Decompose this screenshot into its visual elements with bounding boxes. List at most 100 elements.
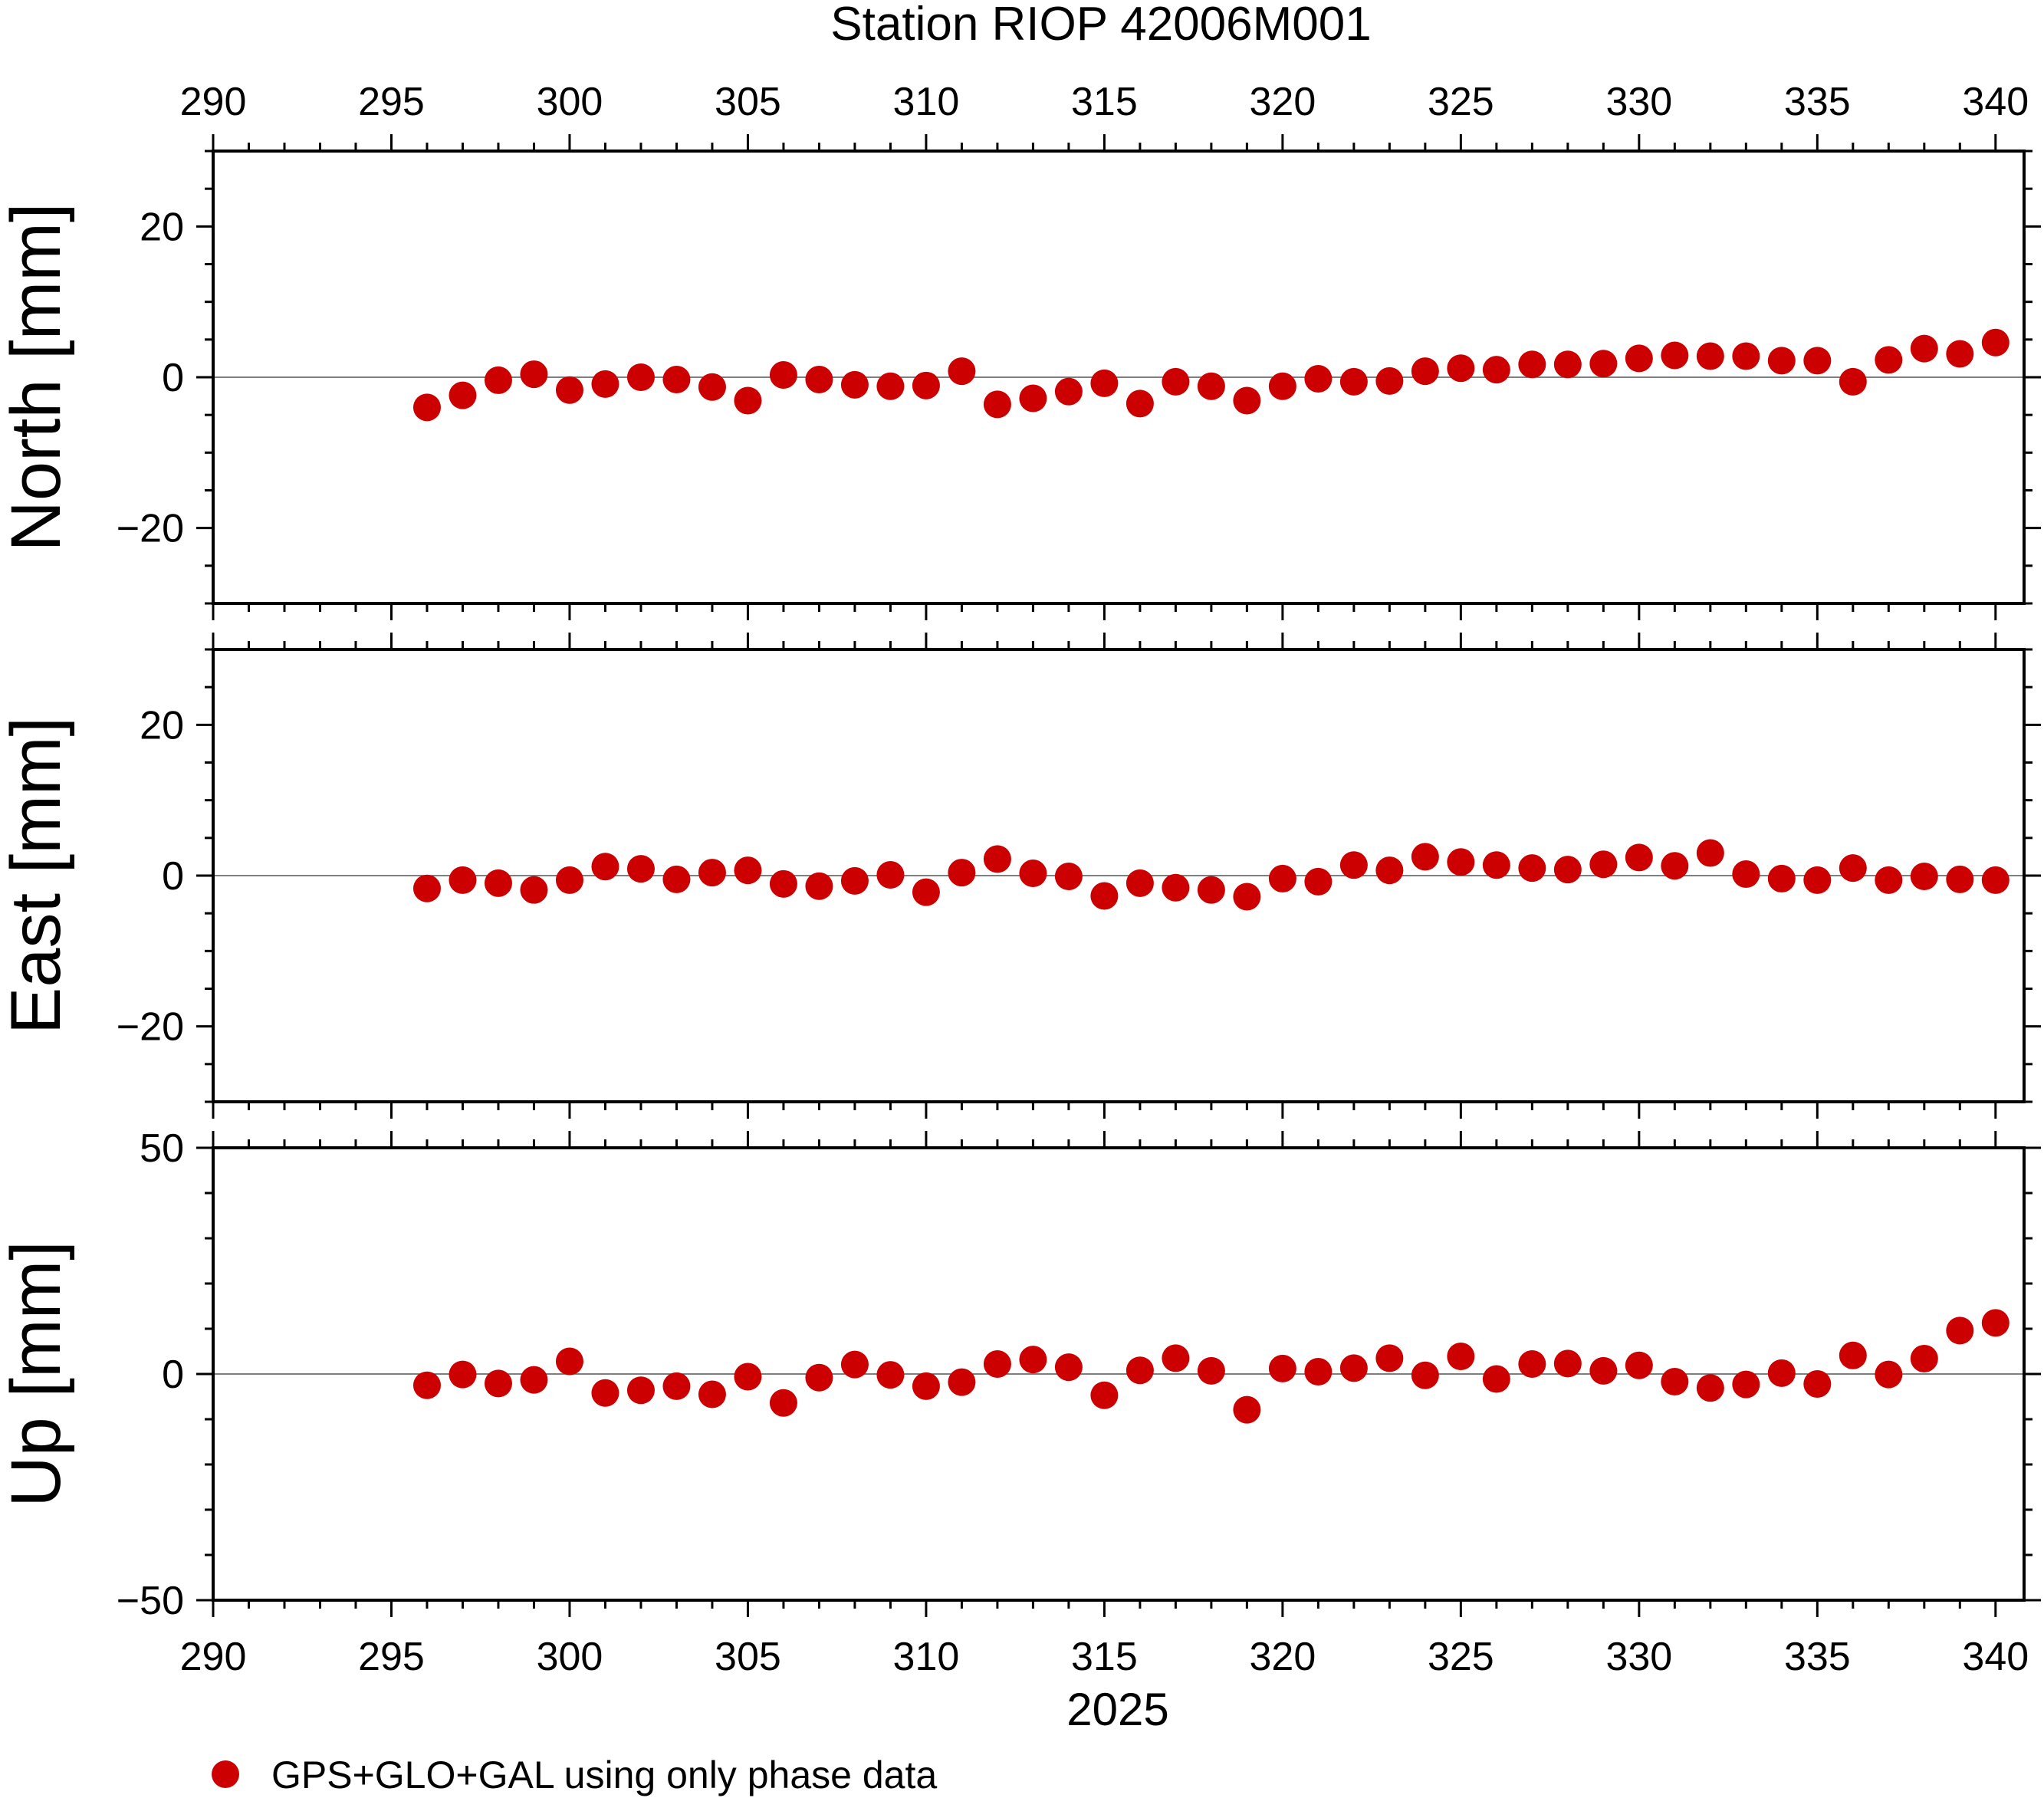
data-point (1946, 865, 1974, 893)
data-point (912, 878, 940, 906)
data-point (1732, 342, 1760, 370)
data-point (449, 866, 477, 894)
top-x-tick-label: 305 (715, 80, 781, 124)
data-point (484, 869, 512, 897)
data-point (1090, 1381, 1119, 1409)
data-point (412, 393, 441, 422)
data-point (1304, 1358, 1333, 1386)
data-point (1696, 1374, 1724, 1402)
data-point (1447, 1342, 1475, 1370)
data-point (484, 1369, 512, 1398)
data-point (734, 386, 762, 415)
top-x-tick-label: 335 (1784, 80, 1851, 124)
data-point (876, 372, 905, 400)
data-point (1126, 869, 1154, 897)
data-point (1875, 866, 1903, 894)
data-point (1019, 860, 1047, 888)
bottom-x-tick-label: 305 (715, 1635, 781, 1679)
data-point (983, 390, 1011, 419)
data-point (1839, 1341, 1867, 1369)
bottom-x-tick-label: 335 (1784, 1635, 1851, 1679)
data-point (840, 370, 869, 399)
data-point (840, 866, 869, 895)
data-point (555, 866, 583, 894)
data-point (1589, 350, 1618, 378)
data-point (1767, 864, 1796, 892)
legend: GPS+GLO+GAL using only phase data (212, 1754, 937, 1796)
data-point (1162, 1344, 1190, 1372)
top-x-tick-label: 340 (1962, 80, 2029, 124)
data-point (1661, 341, 1689, 370)
data-point (1411, 357, 1439, 386)
panels: 290 295 300 305 310 315 320 325 330 335 340 −20 0 20 N… (0, 80, 2041, 1679)
top-x-tick-label: 300 (537, 80, 603, 124)
data-point (805, 365, 833, 393)
data-point (449, 381, 477, 409)
y-tick-label: 0 (162, 1353, 184, 1397)
data-point (1126, 390, 1154, 418)
data-point (805, 1363, 833, 1392)
data-point (698, 859, 726, 887)
data-point (1197, 372, 1225, 400)
data-point (698, 1380, 726, 1408)
data-point (1767, 1359, 1796, 1387)
data-point (769, 869, 797, 898)
data-point (1767, 347, 1796, 375)
y-tick-label: 0 (162, 356, 184, 400)
top-x-tick-label: 325 (1428, 80, 1494, 124)
chart-title: Station RIOP 42006M001 (830, 0, 1371, 51)
data-point (626, 363, 655, 391)
data-point (948, 357, 976, 386)
data-point (1482, 356, 1510, 384)
y-tick-label: 0 (162, 854, 184, 899)
data-point (484, 366, 512, 394)
y-axis-label: North [mm] (0, 203, 75, 552)
legend-entry-label: GPS+GLO+GAL using only phase data (271, 1754, 937, 1796)
y-axis-label: East [mm] (0, 717, 75, 1034)
data-point (948, 1368, 976, 1396)
bottom-x-tick-label: 300 (537, 1635, 603, 1679)
data-point (662, 365, 691, 393)
data-point (1482, 1365, 1510, 1393)
data-point (1233, 386, 1261, 415)
data-point (1375, 856, 1404, 885)
data-point (1839, 367, 1867, 396)
data-point (840, 1350, 869, 1379)
y-tick-label: −20 (117, 507, 184, 551)
x-axis-label: 2025 (1066, 1684, 1168, 1735)
data-point (1197, 1356, 1225, 1385)
bottom-x-tick-label: 295 (358, 1635, 425, 1679)
data-point (769, 1389, 797, 1417)
data-point (983, 845, 1011, 873)
data-point (412, 874, 441, 902)
data-point (1625, 1351, 1653, 1379)
data-point (1268, 372, 1296, 400)
data-point (1589, 1356, 1618, 1385)
data-point (1233, 883, 1261, 911)
data-point (1447, 354, 1475, 383)
data-point (1090, 882, 1119, 910)
data-point (1803, 347, 1832, 375)
top-x-tick-label: 295 (358, 80, 425, 124)
data-point (769, 361, 797, 390)
data-point (805, 872, 833, 900)
data-point (1268, 864, 1296, 892)
data-point (1661, 852, 1689, 880)
data-point (1553, 856, 1582, 884)
data-point (983, 1350, 1011, 1379)
data-point (412, 1371, 441, 1399)
data-point (1875, 346, 1903, 374)
data-point (591, 1379, 619, 1407)
data-point (1518, 854, 1546, 883)
data-point (449, 1360, 477, 1389)
data-point (1233, 1395, 1261, 1424)
data-point (1910, 862, 1938, 890)
data-point (555, 376, 583, 404)
data-point (948, 859, 976, 887)
top-x-tick-label: 320 (1249, 80, 1316, 124)
bottom-x-tick-label: 315 (1071, 1635, 1138, 1679)
data-point (1518, 350, 1546, 379)
data-point (734, 1362, 762, 1391)
